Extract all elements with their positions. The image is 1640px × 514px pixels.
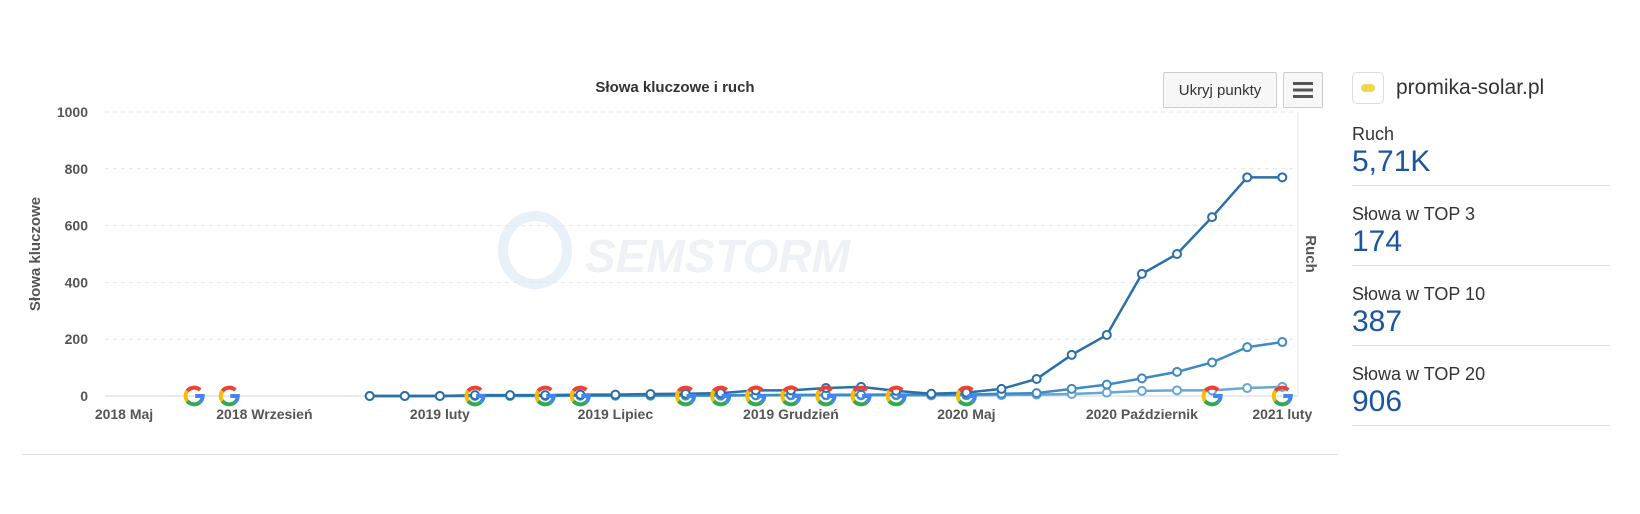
- y-tick-label: 800: [65, 161, 89, 177]
- chart-menu-button[interactable]: [1283, 72, 1323, 108]
- google-update-icon[interactable]: [1201, 385, 1223, 407]
- data-point[interactable]: [1031, 373, 1042, 384]
- google-update-icon[interactable]: [675, 385, 697, 407]
- data-point[interactable]: [399, 391, 410, 401]
- hide-points-button[interactable]: Ukryj punkty: [1163, 72, 1277, 108]
- stat-value: 906: [1352, 385, 1403, 418]
- divider: [22, 454, 1338, 455]
- google-update-icon[interactable]: [569, 385, 591, 407]
- google-update-icon[interactable]: [464, 385, 486, 407]
- data-point[interactable]: [1136, 373, 1147, 384]
- hamburger-icon: [1293, 82, 1313, 98]
- chart: Słowa kluczowe i ruch SEMSTORM 0 200 400 600 8…: [27, 79, 1319, 422]
- google-update-icon[interactable]: [1271, 385, 1293, 407]
- stat-label: Słowa w TOP 3: [1352, 204, 1476, 224]
- data-point[interactable]: [645, 389, 656, 400]
- google-update-icon[interactable]: [534, 385, 556, 407]
- data-point[interactable]: [1172, 249, 1182, 259]
- x-tick-label: 2020 Październik: [1086, 406, 1198, 422]
- data-point[interactable]: [1172, 366, 1182, 377]
- google-update-icon[interactable]: [780, 385, 802, 407]
- data-point[interactable]: [1277, 337, 1288, 348]
- chart-title: Słowa kluczowe i ruch: [595, 79, 754, 96]
- data-point[interactable]: [926, 388, 937, 399]
- stat-label: Słowa w TOP 20: [1352, 364, 1486, 384]
- data-point[interactable]: [1242, 342, 1253, 353]
- google-update-icon[interactable]: [850, 385, 872, 407]
- y-tick-label: 400: [65, 274, 89, 290]
- x-tick-label: 2021 luty: [1252, 406, 1312, 422]
- stat-3: Słowa w TOP 20 906: [1352, 346, 1610, 426]
- x-tick-label: 2019 luty: [410, 406, 470, 422]
- data-point[interactable]: [1066, 383, 1077, 394]
- data-point[interactable]: [1242, 172, 1253, 183]
- data-point[interactable]: [1172, 385, 1182, 396]
- watermark: SEMSTORM: [585, 230, 852, 282]
- x-tick-label: 2018 Maj: [95, 406, 153, 422]
- series-line: [369, 176, 1283, 398]
- data-point[interactable]: [1207, 357, 1218, 368]
- data-point[interactable]: [1101, 387, 1112, 398]
- x-tick-label: 2020 Maj: [937, 406, 995, 422]
- x-tick-label: 2019 Grudzień: [743, 406, 839, 422]
- stat-label: Słowa w TOP 10: [1352, 284, 1486, 304]
- google-update-icon[interactable]: [183, 385, 205, 407]
- data-point[interactable]: [1207, 212, 1218, 223]
- y2-axis-label: Ruch: [1302, 235, 1319, 273]
- stat-value: 387: [1352, 305, 1403, 338]
- data-point[interactable]: [505, 390, 516, 401]
- data-point[interactable]: [1101, 329, 1112, 340]
- data-point[interactable]: [1136, 385, 1147, 396]
- data-point[interactable]: [1066, 349, 1077, 360]
- google-update-icon[interactable]: [745, 385, 767, 407]
- google-update-icon[interactable]: [815, 385, 837, 407]
- data-point[interactable]: [1277, 172, 1288, 183]
- x-tick-label: 2018 Wrzesień: [216, 406, 312, 422]
- site-name: promika-solar.pl: [1396, 76, 1545, 99]
- series-0: [364, 172, 1288, 401]
- data-point[interactable]: [1136, 268, 1147, 279]
- stat-1: Słowa w TOP 3 174: [1352, 186, 1610, 266]
- stat-0: Ruch 5,71K: [1352, 106, 1610, 186]
- y-tick-label: 200: [65, 331, 89, 347]
- data-point[interactable]: [1031, 388, 1042, 399]
- watermark-logo: [498, 211, 572, 289]
- google-update-icon[interactable]: [218, 385, 240, 407]
- y-tick-label: 600: [65, 218, 89, 234]
- google-update-icon[interactable]: [885, 385, 907, 407]
- data-point[interactable]: [364, 391, 375, 401]
- data-point[interactable]: [1101, 379, 1112, 390]
- google-update-icon[interactable]: [710, 385, 732, 407]
- data-point[interactable]: [434, 391, 445, 401]
- stat-value: 174: [1352, 225, 1403, 258]
- y-tick-label: 0: [80, 388, 88, 404]
- google-update-icon[interactable]: [955, 385, 977, 407]
- stat-2: Słowa w TOP 10 387: [1352, 266, 1610, 346]
- data-point[interactable]: [610, 389, 621, 400]
- y-tick-label: 1000: [57, 104, 88, 120]
- data-point[interactable]: [1242, 383, 1253, 394]
- data-point[interactable]: [996, 383, 1007, 394]
- stat-label: Ruch: [1352, 124, 1395, 144]
- site-logo: [1352, 72, 1384, 104]
- stat-value: 5,71K: [1352, 145, 1431, 178]
- y-axis-label: Słowa kluczowe: [27, 197, 44, 311]
- x-tick-label: 2019 Lipiec: [578, 406, 654, 422]
